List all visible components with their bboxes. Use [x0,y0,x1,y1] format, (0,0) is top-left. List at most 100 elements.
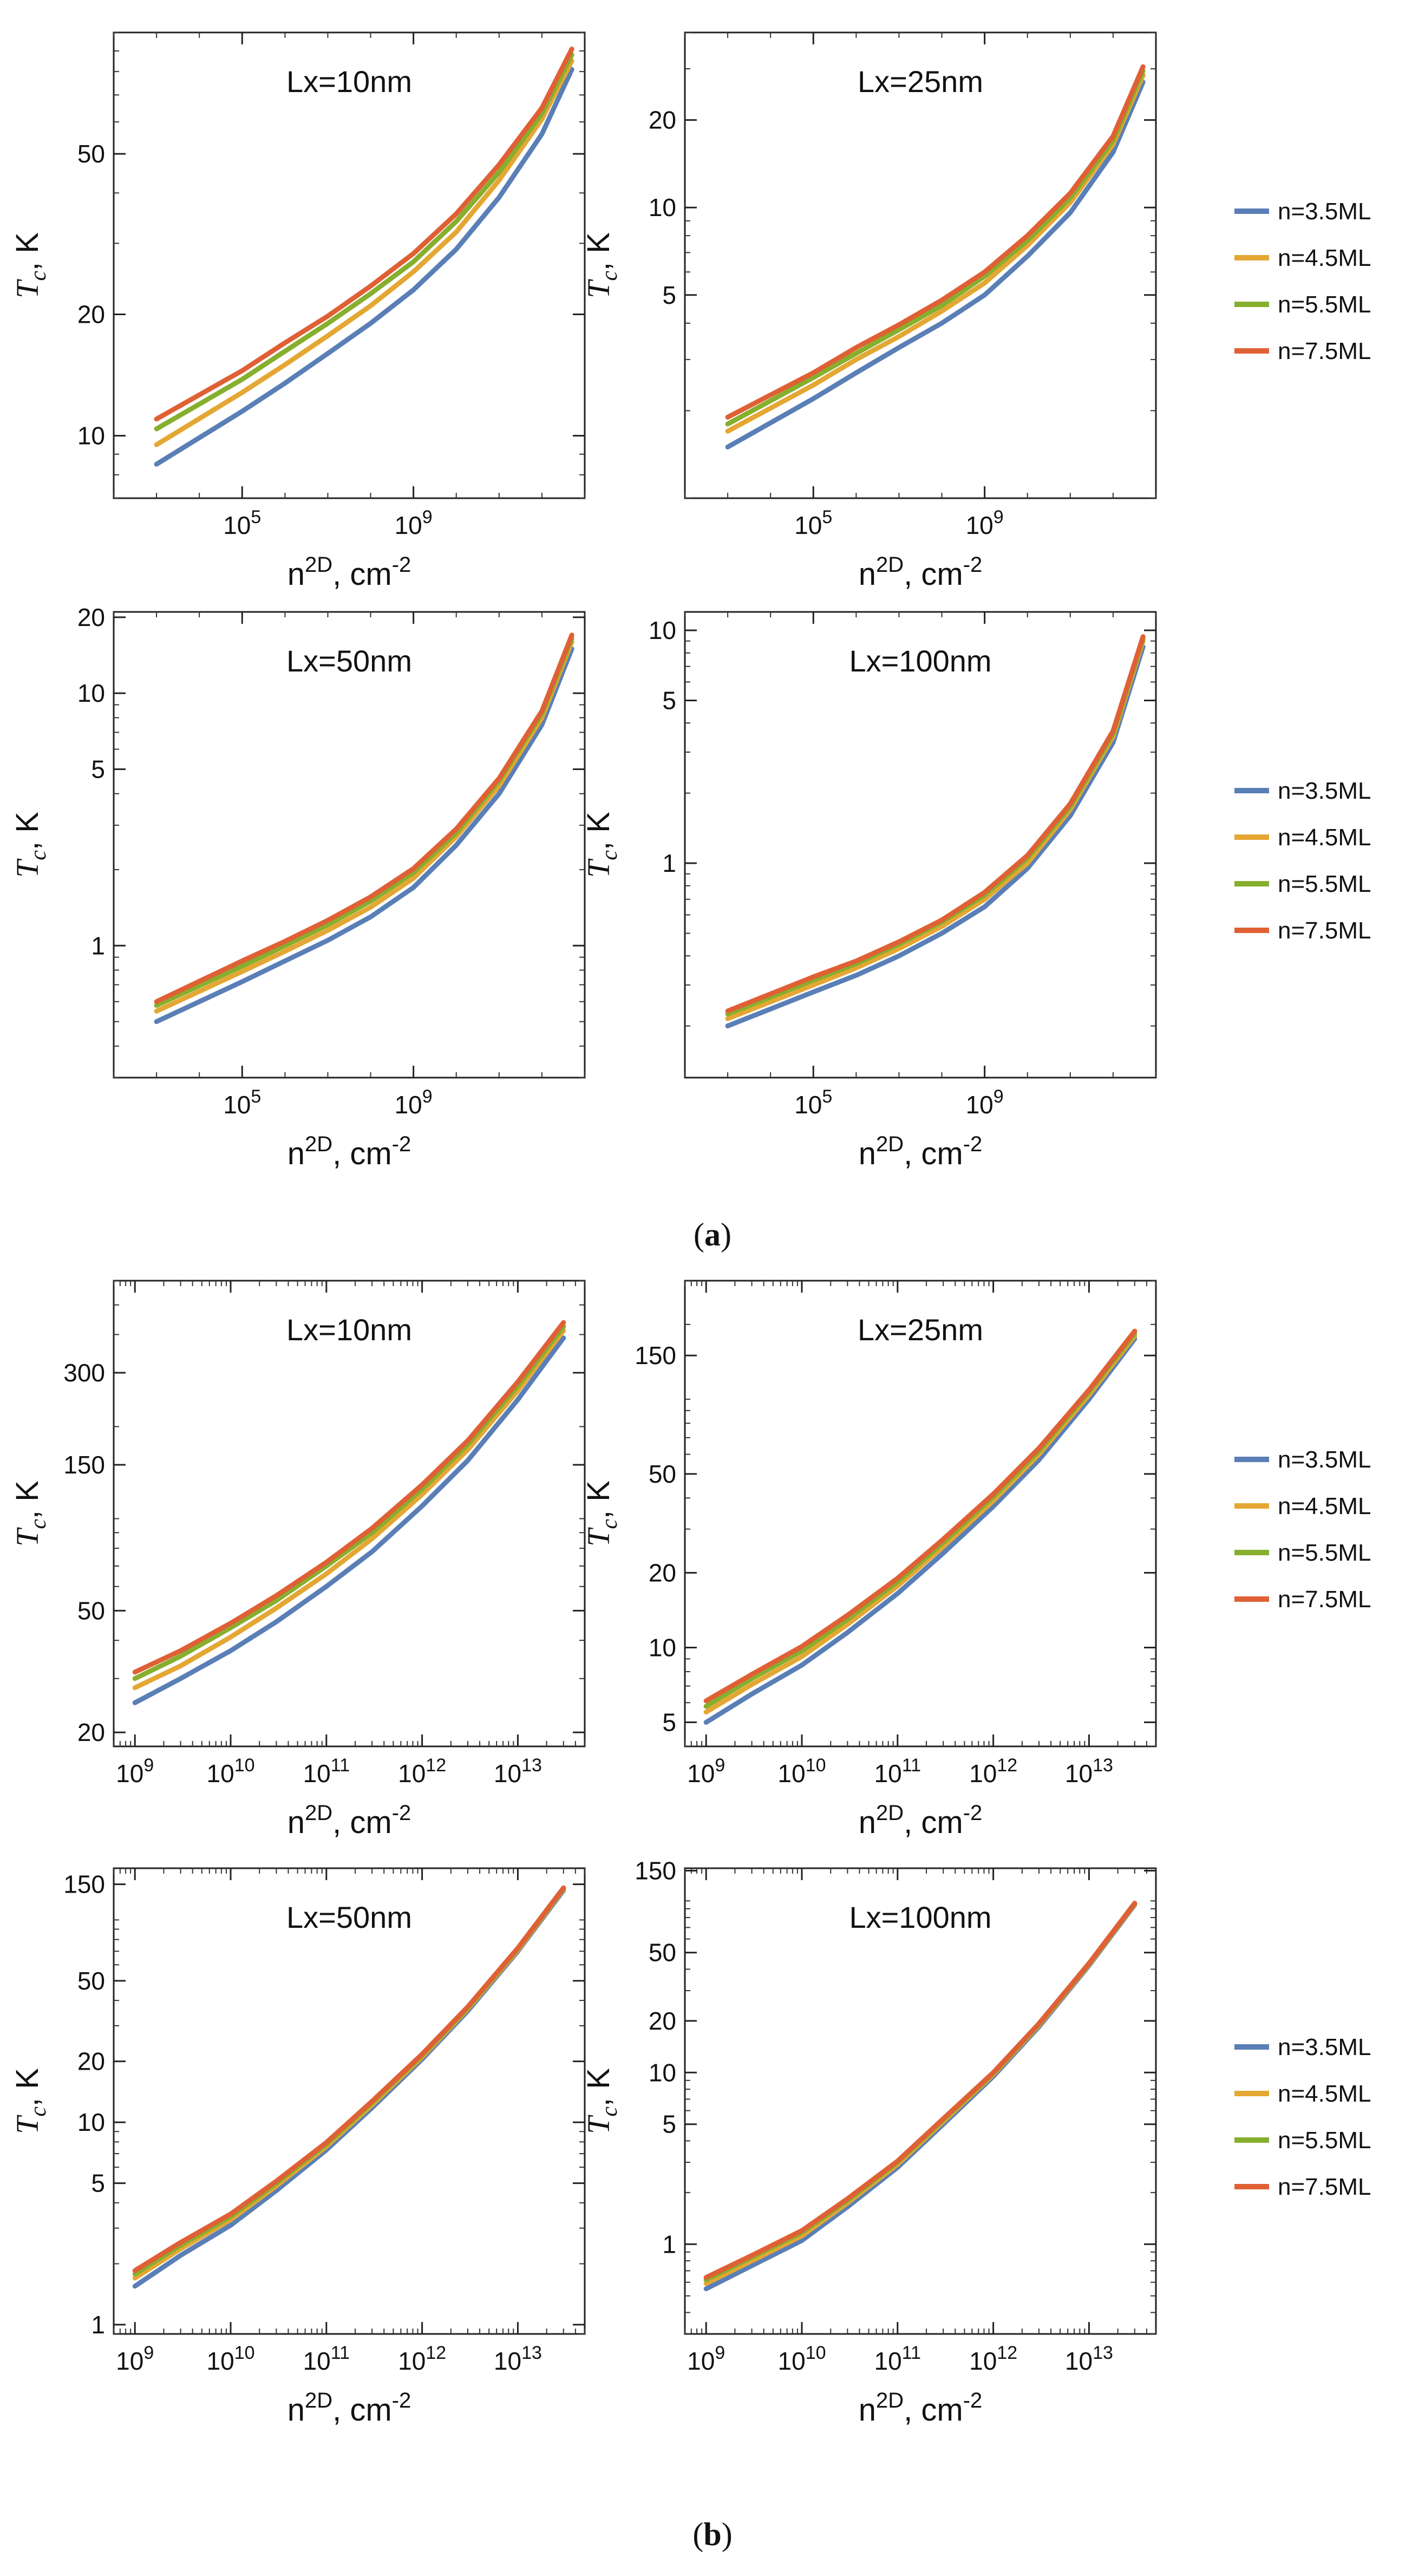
legend: n=3.5ML n=4.5ML n=5.5ML n=7.5ML [1234,778,1371,944]
legend-label: n=4.5ML [1278,2081,1371,2107]
series-line-n-5-5ML [132,1324,566,1681]
legend-label: n=3.5ML [1278,778,1371,804]
x-axis-label: n2D, cm-2 [287,1132,411,1171]
y-tick-label: 10 [77,679,105,707]
chart-panel-8: 109 1010 1011 1012 1013 1 5 10 20 50 150 Lx=100nm n2… [581,1857,1371,2428]
chart-title: Lx=10nm [286,64,412,99]
y-tick-label: 1 [662,2230,676,2258]
y-tick-label: 5 [662,2110,676,2138]
panel-caption-b: (b) [692,2516,732,2552]
y-tick-label: 20 [649,106,676,134]
y-tick-label: 10 [77,2108,105,2136]
series-line-n-7-5ML [132,1885,566,2273]
series-line-n-7-5ML [725,64,1146,420]
x-tick-label: 109 [966,1086,1004,1119]
y-axis-label: Tc, K [10,232,51,298]
legend-label: n=5.5ML [1278,871,1371,897]
y-axis-label: Tc, K [581,812,622,878]
x-tick-label: 1010 [207,2343,255,2375]
y-tick-label: 10 [77,422,105,450]
x-tick-label: 1011 [874,1755,921,1788]
plot-frame [113,1867,586,2335]
series-line-n-3-5ML [703,1336,1138,1725]
x-tick-label: 109 [116,2343,154,2375]
legend: n=3.5ML n=4.5ML n=5.5ML n=7.5ML [1234,1446,1371,1613]
y-tick-label: 10 [649,1633,676,1661]
plot-frame [113,1280,586,1747]
y-tick-label: 5 [662,281,676,309]
x-tick-label: 1011 [303,2343,350,2375]
y-axis-label: Tc, K [10,1481,51,1547]
y-tick-label: 50 [649,1460,676,1488]
series-line-n-7-5ML [703,1901,1138,2280]
y-tick-label: 20 [77,1718,105,1746]
legend-label: n=7.5ML [1278,2174,1371,2200]
y-tick-label: 50 [77,140,105,168]
chart-title: Lx=10nm [286,1313,412,1347]
x-tick-label: 1013 [494,1755,542,1788]
series-line-n-4-5ML [132,1328,566,1691]
y-tick-label: 150 [63,1451,105,1479]
y-tick-label: 5 [91,755,105,783]
legend-label: n=4.5ML [1278,824,1371,851]
x-tick-label: 109 [966,507,1004,539]
legend: n=3.5ML n=4.5ML n=5.5ML n=7.5ML [1234,198,1371,364]
series-line-n-7-5ML [154,632,574,1005]
y-tick-label: 50 [649,1939,676,1967]
chart-title: Lx=50nm [286,1900,412,1934]
series-line-n-3-5ML [132,1335,566,1705]
legend-label: n=7.5ML [1278,1586,1371,1613]
y-tick-label: 5 [662,686,676,714]
x-tick-label: 109 [687,2343,725,2375]
chart-title: Lx=100nm [849,644,991,678]
chart-title: Lx=25nm [858,1313,983,1347]
x-tick-label: 105 [794,507,832,539]
series-line-n-5-5ML [154,52,574,432]
x-axis-label: n2D, cm-2 [287,2389,411,2428]
x-tick-label: 109 [395,507,433,539]
legend-label: n=3.5ML [1278,1446,1371,1473]
chart-panel-3: 105 109 1 5 10 20 Lx=50nm n2D, cm-2 Tc, K [10,603,586,1171]
series-line-n-5-5ML [725,68,1146,427]
y-axis-label: Tc, K [10,812,51,878]
legend-label: n=3.5ML [1278,2034,1371,2060]
x-tick-label: 1010 [778,2343,826,2375]
x-axis-label: n2D, cm-2 [859,2389,983,2428]
y-tick-label: 300 [63,1359,105,1387]
plot-frame [684,31,1157,499]
series-line-n-7-5ML [703,1328,1138,1704]
y-tick-label: 150 [63,1870,105,1899]
x-tick-label: 109 [116,1755,154,1788]
series-line-n-4-5ML [725,73,1146,434]
y-tick-label: 10 [649,2058,676,2086]
x-tick-label: 109 [687,1755,725,1788]
y-tick-label: 20 [77,300,105,328]
x-tick-label: 1012 [969,2343,1017,2375]
y-tick-label: 20 [649,1558,676,1587]
x-tick-label: 1012 [398,1755,446,1788]
y-tick-label: 20 [77,603,105,631]
series-line-n-7-5ML [154,47,574,422]
chart-panel-7: 109 1010 1011 1012 1013 1 5 10 20 50 150 Lx=50nm n2D… [10,1867,586,2428]
y-axis-label: Tc, K [581,2068,622,2134]
x-tick-label: 1012 [398,2343,446,2375]
x-axis-label: n2D, cm-2 [859,553,983,592]
y-axis-label: Tc, K [10,2068,51,2134]
x-axis-label: n2D, cm-2 [859,1132,983,1171]
legend-label: n=5.5ML [1278,291,1371,318]
y-tick-label: 10 [649,193,676,221]
chart-panel-6: 109 1010 1011 1012 1013 5 10 20 50 150 Lx=25nm n2D,… [581,1280,1371,1840]
y-tick-label: 50 [77,1967,105,1995]
y-tick-label: 1 [91,2311,105,2339]
series-line-n-3-5ML [154,67,574,467]
chart-title: Lx=25nm [858,64,983,99]
x-tick-label: 1010 [207,1755,255,1788]
x-tick-label: 1011 [874,2343,921,2375]
series-line-n-3-5ML [725,80,1146,449]
y-tick-label: 5 [91,2169,105,2197]
chart-panel-1: 105 109 10 20 50 Lx=10nm n2D, cm-2 Tc, K [10,31,586,592]
legend-label: n=5.5ML [1278,1540,1371,1566]
